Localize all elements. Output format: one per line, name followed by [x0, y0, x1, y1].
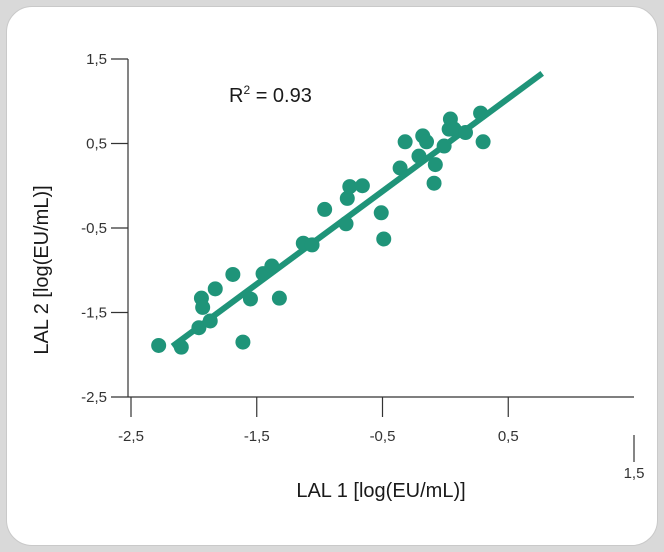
y-axis-title: LAL 2 [log(EU/mL)] — [31, 185, 53, 354]
data-point — [376, 231, 392, 247]
data-point — [427, 157, 443, 173]
data-point — [473, 105, 489, 121]
x-tick-label: -1,5 — [244, 428, 270, 445]
x-tick-label: -0,5 — [370, 428, 396, 445]
data-point — [392, 160, 408, 176]
data-point — [446, 121, 462, 137]
data-point — [191, 320, 207, 336]
data-points — [151, 105, 491, 355]
data-point — [151, 337, 167, 353]
data-point — [354, 178, 370, 194]
data-point — [207, 281, 223, 297]
data-point — [426, 175, 442, 191]
data-point — [338, 216, 354, 232]
y-tick-label: -0,5 — [81, 220, 107, 237]
y-tick-label: -2,5 — [81, 389, 107, 406]
data-point — [411, 148, 427, 164]
data-point — [195, 299, 211, 315]
r-squared-annotation: R2 = 0.93 — [229, 83, 312, 107]
data-point — [235, 334, 251, 350]
data-point — [342, 179, 358, 195]
x-axis-title: LAL 1 [log(EU/mL)] — [296, 480, 465, 502]
y-tick-label: -1,5 — [81, 305, 107, 322]
data-point — [339, 190, 355, 206]
axes — [127, 59, 634, 398]
data-point — [419, 134, 435, 150]
data-point — [271, 290, 287, 306]
data-point — [202, 313, 218, 329]
data-point — [242, 291, 258, 307]
x-tick-label: 1,5 — [624, 465, 645, 482]
data-point — [173, 339, 189, 355]
y-tick-label: 1,5 — [86, 51, 107, 68]
data-point — [475, 134, 491, 150]
data-point — [397, 134, 413, 150]
data-point — [225, 266, 241, 282]
x-tick-label: -2,5 — [118, 428, 144, 445]
data-point — [304, 237, 320, 253]
data-point — [317, 201, 333, 217]
data-point — [264, 258, 280, 274]
x-ticks: -2,5 -1,5 -0,5 0,5 1,5 — [118, 397, 644, 482]
data-point — [373, 205, 389, 221]
data-point — [436, 138, 452, 154]
y-ticks: 1,5 0,5 -0,5 -1,5 -2,5 — [81, 51, 128, 406]
y-tick-label: 0,5 — [86, 136, 107, 153]
data-point — [457, 125, 473, 141]
x-tick-label: 0,5 — [498, 428, 519, 445]
chart-panel — [6, 6, 658, 546]
